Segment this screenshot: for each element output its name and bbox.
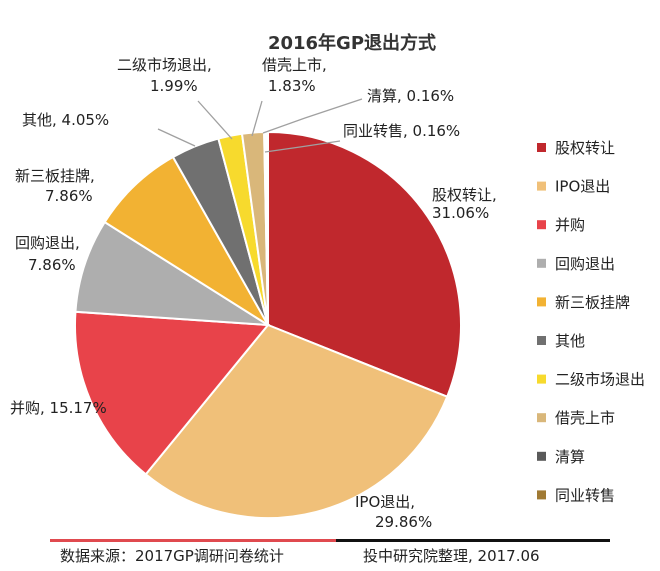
slice-value-label: 7.86% [45,187,93,205]
legend-swatch [537,336,546,345]
legend-label: 其他 [555,332,585,350]
legend-item: 新三板挂牌 [537,293,630,311]
slice-value-label: 29.86% [375,513,432,531]
legend-swatch [537,143,546,152]
pie-slice [144,323,449,519]
leader-line [157,128,196,147]
slice-label: 清算, 0.16% [367,87,454,105]
legend-item: 股权转让 [537,139,615,157]
legend-item: 回购退出 [537,255,615,273]
pie-slice [74,310,271,476]
legend-swatch [537,451,546,461]
source-credit: 投中研究院整理, 2017.06 [363,547,540,565]
slice-label: 回购退出, [15,234,80,252]
legend-label: 同业转售 [555,486,615,504]
source-text: 数据来源：2017GP调研问卷统计 [60,547,284,565]
pie-slice [74,220,269,326]
leader-line [262,98,363,134]
leader-lines [157,98,363,153]
legend-label: 并购 [555,216,585,234]
legend-swatch [537,220,546,230]
legend-label: 借壳上市 [555,409,615,427]
slice-label: 二级市场退出, [117,56,212,74]
pie-slice [267,130,462,399]
legend-label: IPO退出 [555,178,610,196]
leader-line [264,140,341,153]
legend-item: 借壳上市 [537,409,615,427]
leader-line [251,100,263,137]
slice-label: 其他, 4.05% [22,111,109,129]
legend-label: 新三板挂牌 [555,293,630,311]
source-bar-red [50,539,336,542]
legend-item: 同业转售 [537,486,615,504]
slice-label: IPO退出, [355,493,415,511]
legend-label: 清算 [555,448,585,466]
pie-slice [103,155,269,326]
chart-title: 2016年GP退出方式 [268,32,436,54]
legend-label: 股权转让 [555,139,615,157]
slice-value-label: 1.99% [150,77,198,95]
legend-label: 回购退出 [555,255,615,273]
slice-label: 新三板挂牌, [15,167,95,185]
legend-swatch [537,297,546,307]
pie-slices [74,130,462,519]
slice-label: 并购, 15.17% [10,399,107,417]
source-footer: 数据来源：2017GP调研问卷统计 投中研究院整理, 2017.06 [50,539,610,565]
legend-swatch [537,413,546,423]
legend-item: 清算 [537,448,585,466]
legend-item: IPO退出 [537,178,610,196]
slice-label: 同业转售, 0.16% [343,122,460,140]
legend-swatch [537,374,546,384]
slice-label: 借壳上市, [262,56,327,74]
source-bar-black [336,539,610,542]
legend-label: 二级市场退出 [555,371,645,389]
slice-value-label: 1.83% [268,77,316,95]
legend-item: 其他 [537,332,585,350]
legend-swatch [537,181,546,191]
slice-value-label: 31.06% [432,204,489,222]
slice-label: 股权转让, [432,186,497,204]
legend-swatch [537,490,546,500]
legend-swatch [537,258,546,268]
leader-line [197,100,233,140]
slice-labels: 股权转让,31.06% IPO退出, 29.86% 并购, 15.17% 回购退出, 7.… [10,56,497,531]
legend-item: 并购 [537,216,585,234]
slice-value-label: 7.86% [28,256,76,274]
legend-item: 二级市场退出 [537,371,645,389]
